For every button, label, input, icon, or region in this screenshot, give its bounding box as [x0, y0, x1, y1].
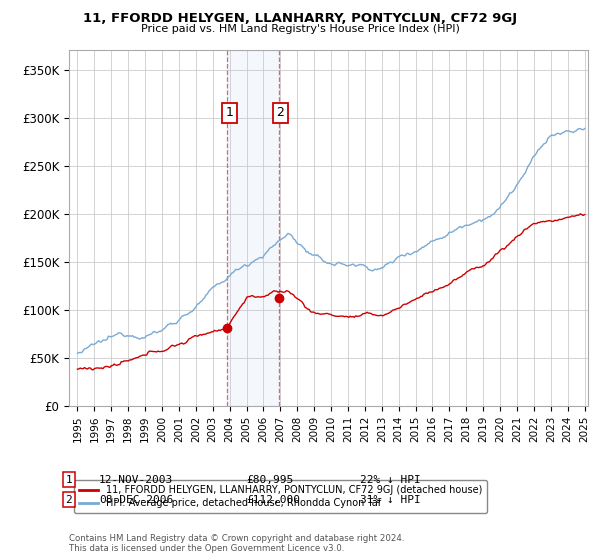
Legend: 11, FFORDD HELYGEN, LLANHARRY, PONTYCLUN, CF72 9GJ (detached house), HPI: Averag: 11, FFORDD HELYGEN, LLANHARRY, PONTYCLUN… [74, 480, 487, 514]
Bar [227, 50, 280, 406]
Text: £80,995: £80,995 [246, 475, 293, 485]
Text: 1: 1 [226, 106, 233, 119]
Text: 1: 1 [65, 475, 73, 485]
Text: 2: 2 [277, 106, 284, 119]
Text: 22% ↓ HPI: 22% ↓ HPI [360, 475, 421, 485]
Text: 12-NOV-2003: 12-NOV-2003 [99, 475, 173, 485]
Text: Price paid vs. HM Land Registry's House Price Index (HPI): Price paid vs. HM Land Registry's House … [140, 24, 460, 34]
Text: 11, FFORDD HELYGEN, LLANHARRY, PONTYCLUN, CF72 9GJ: 11, FFORDD HELYGEN, LLANHARRY, PONTYCLUN… [83, 12, 517, 25]
Text: 31% ↓ HPI: 31% ↓ HPI [360, 494, 421, 505]
Text: Contains HM Land Registry data © Crown copyright and database right 2024.
This d: Contains HM Land Registry data © Crown c… [69, 534, 404, 553]
Text: 2: 2 [65, 494, 73, 505]
Text: £112,000: £112,000 [246, 494, 300, 505]
Text: 08-DEC-2006: 08-DEC-2006 [99, 494, 173, 505]
